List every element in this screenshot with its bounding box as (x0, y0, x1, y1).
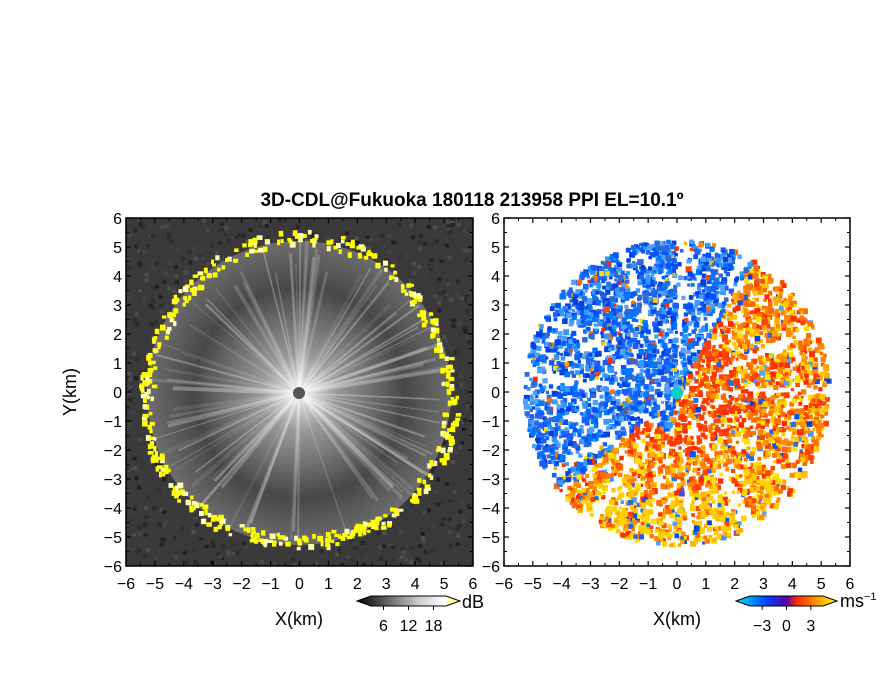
x-tick-label: −5 (524, 576, 542, 593)
x-tick-label: 5 (817, 576, 826, 593)
x-tick-label: −3 (581, 576, 599, 593)
y-tick-label: −1 (482, 414, 500, 431)
x-tick-label: 4 (411, 576, 420, 593)
y-tick-label: 6 (491, 211, 500, 228)
y-tick-label: 2 (491, 327, 500, 344)
y-tick-label: −5 (104, 530, 122, 547)
right-center-marker (671, 387, 683, 399)
y-tick-label: −6 (482, 559, 500, 576)
y-tick-label: −3 (482, 472, 500, 489)
left-plot-area (126, 218, 473, 566)
x-tick-label: 0 (673, 576, 682, 593)
colorbar-tick-label: 0 (782, 618, 791, 635)
y-tick-label: 0 (491, 385, 500, 402)
right-axis-ticks: −6 −5 −4 −3 −2 −1 0 1 2 3 4 5 6 6 5 4 3 2 1 0 −1 −2 −3 −4 −5 −6 (482, 211, 855, 593)
x-tick-label: 3 (759, 576, 768, 593)
y-tick-label: 5 (491, 240, 500, 257)
y-tick-label: −2 (482, 443, 500, 460)
y-tick-label: −3 (104, 472, 122, 489)
x-tick-label: −2 (233, 576, 251, 593)
y-tick-label: 4 (491, 269, 500, 286)
x-tick-label: 4 (788, 576, 797, 593)
y-tick-label: 6 (113, 211, 122, 228)
right-colorbar-unit: ms−1 (840, 591, 877, 611)
colorbar-tick-label: −3 (753, 618, 771, 635)
left-yellow-range-ring (139, 229, 462, 551)
x-tick-label: 2 (730, 576, 739, 593)
left-ylabel: Y(km) (60, 368, 80, 416)
right-panel: −6 −5 −4 −3 −2 −1 0 1 2 3 4 5 6 6 5 4 3 2 1 0 −1 −2 −3 −4 −5 −6 X… (482, 211, 855, 629)
x-tick-label: 0 (295, 576, 304, 593)
left-ray-streaks (149, 239, 446, 540)
x-tick-label: 1 (324, 576, 333, 593)
right-colorbar: −3 0 3 ms−1 (734, 591, 877, 635)
left-colorbar: 6 12 18 dB (355, 592, 484, 635)
y-tick-label: −6 (104, 559, 122, 576)
x-tick-label: 3 (382, 576, 391, 593)
y-tick-label: 5 (113, 240, 122, 257)
left-center-marker (293, 387, 305, 399)
x-tick-label: 1 (701, 576, 710, 593)
colorbar-tick-label: 3 (806, 618, 815, 635)
y-tick-label: 1 (113, 356, 122, 373)
y-tick-label: −1 (104, 414, 122, 431)
colorbar-tick-label: 12 (400, 618, 418, 635)
y-tick-label: −2 (104, 443, 122, 460)
x-tick-label: −4 (553, 576, 571, 593)
left-xlabel: X(km) (275, 609, 323, 629)
x-tick-label: −2 (610, 576, 628, 593)
x-tick-label: 5 (440, 576, 449, 593)
y-tick-label: 1 (491, 356, 500, 373)
colorbar-tick-label: 6 (379, 618, 388, 635)
left-colorbar-unit: dB (462, 592, 484, 612)
y-tick-label: −5 (482, 530, 500, 547)
x-tick-label: −3 (204, 576, 222, 593)
left-axis-ticks: −6 −5 −4 −3 −2 −1 0 1 2 3 4 5 6 6 5 4 3 2 1 0 −1 −2 −3 −4 −5 −6 (104, 211, 478, 593)
x-tick-label: −1 (639, 576, 657, 593)
x-tick-label: −5 (146, 576, 164, 593)
x-tick-label: 2 (353, 576, 362, 593)
y-tick-label: 0 (113, 385, 122, 402)
y-tick-label: 3 (113, 298, 122, 315)
x-tick-label: −6 (495, 576, 513, 593)
y-tick-label: 4 (113, 269, 122, 286)
right-plot-area (504, 218, 850, 566)
colorbar-tick-label: 18 (425, 618, 443, 635)
x-tick-label: 6 (469, 576, 478, 593)
x-tick-label: −4 (175, 576, 193, 593)
y-tick-label: 2 (113, 327, 122, 344)
x-tick-label: 6 (846, 576, 855, 593)
y-tick-label: −4 (104, 501, 122, 518)
left-panel: −6 −5 −4 −3 −2 −1 0 1 2 3 4 5 6 6 5 4 3 2 1 0 −1 −2 −3 −4 −5 −6 X… (60, 211, 478, 629)
y-tick-label: −4 (482, 501, 500, 518)
right-xlabel: X(km) (653, 609, 701, 629)
x-tick-label: −6 (117, 576, 135, 593)
chart-title: 3D-CDL@Fukuoka 180118 213958 PPI EL=10.1… (260, 190, 683, 211)
x-tick-label: −1 (261, 576, 279, 593)
y-tick-label: 3 (491, 298, 500, 315)
